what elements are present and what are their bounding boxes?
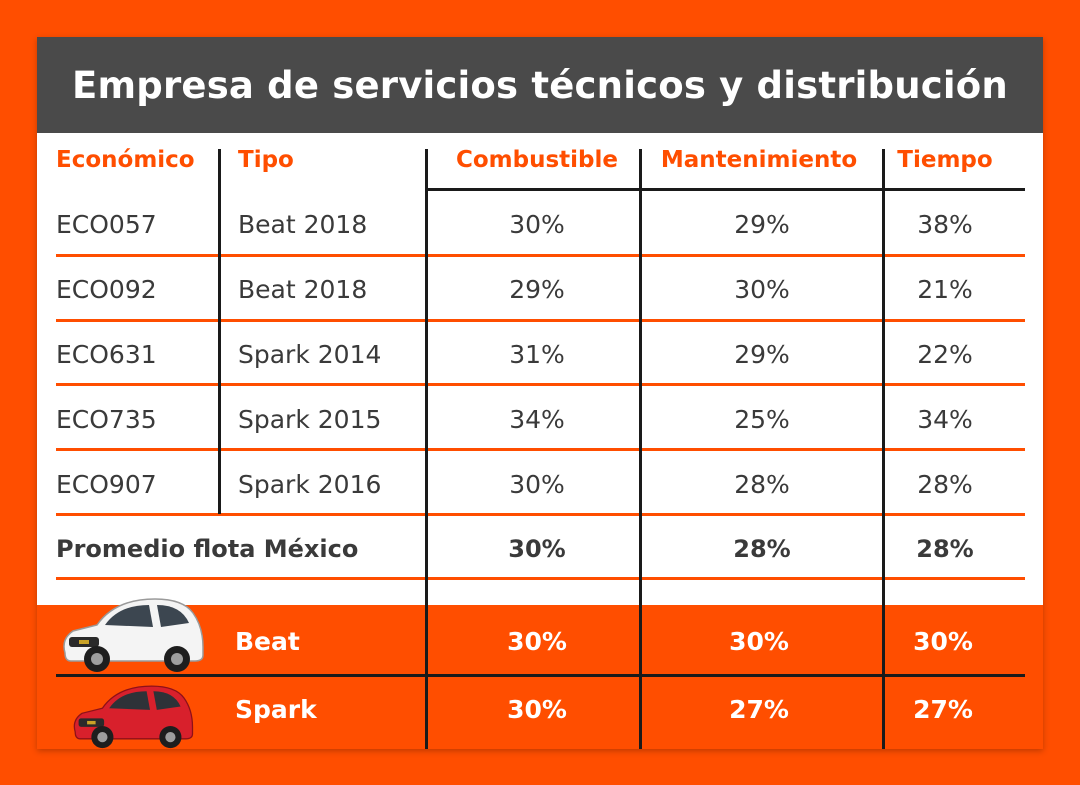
average-mantenimiento: 28% (733, 535, 791, 563)
cell-mantenimiento: 30% (734, 275, 790, 304)
cell-tiempo: 21% (917, 275, 973, 304)
title-bar: Empresa de servicios técnicos y distribu… (37, 37, 1043, 133)
column-divider (639, 149, 642, 749)
average-combustible: 30% (508, 535, 566, 563)
spark-tiempo: 27% (913, 695, 973, 724)
row-divider (56, 448, 1025, 451)
cell-mantenimiento: 29% (734, 210, 790, 239)
cell-combustible: 34% (509, 405, 565, 434)
beat-mantenimiento: 30% (729, 627, 789, 656)
cell-combustible: 29% (509, 275, 565, 304)
model-name-beat: Beat (235, 627, 300, 656)
header-economico: Económico (56, 147, 195, 173)
cell-economico: ECO907 (56, 470, 157, 499)
average-tiempo: 28% (916, 535, 974, 563)
cell-mantenimiento: 29% (734, 340, 790, 369)
header-combustible: Combustible (456, 147, 618, 173)
band-divider (56, 674, 1025, 677)
header-underline (425, 188, 1025, 191)
cell-combustible: 30% (509, 470, 565, 499)
model-band-spark (37, 675, 1043, 749)
column-divider (425, 149, 428, 749)
white-car-icon (63, 598, 204, 672)
cell-tiempo: 28% (917, 470, 973, 499)
cell-tiempo: 22% (917, 340, 973, 369)
cell-economico: ECO631 (56, 340, 157, 369)
cell-economico: ECO735 (56, 405, 157, 434)
beat-combustible: 30% (507, 627, 567, 656)
header-tiempo: Tiempo (897, 147, 993, 173)
row-divider (56, 513, 1025, 516)
cell-tiempo: 34% (917, 405, 973, 434)
model-name-spark: Spark (235, 695, 317, 724)
column-divider (882, 149, 885, 749)
beat-tiempo: 30% (913, 627, 973, 656)
cell-tipo: Spark 2016 (238, 470, 382, 499)
table-card: Empresa de servicios técnicos y distribu… (37, 37, 1043, 749)
header-mantenimiento: Mantenimiento (660, 147, 858, 173)
average-label: Promedio flota México (56, 535, 359, 563)
cell-tipo: Beat 2018 (238, 210, 368, 239)
spark-combustible: 30% (507, 695, 567, 724)
cell-economico: ECO057 (56, 210, 157, 239)
header-tipo: Tipo (238, 147, 294, 173)
page-title: Empresa de servicios técnicos y distribu… (72, 63, 1008, 107)
column-divider (218, 149, 221, 514)
cell-tipo: Beat 2018 (238, 275, 368, 304)
red-car-icon (73, 685, 194, 749)
cell-mantenimiento: 25% (734, 405, 790, 434)
cell-combustible: 31% (509, 340, 565, 369)
row-divider (56, 383, 1025, 386)
model-band-beat (37, 605, 1043, 675)
row-divider (56, 254, 1025, 257)
spark-mantenimiento: 27% (729, 695, 789, 724)
cell-economico: ECO092 (56, 275, 157, 304)
cell-tipo: Spark 2015 (238, 405, 382, 434)
cell-mantenimiento: 28% (734, 470, 790, 499)
row-divider (56, 577, 1025, 580)
cell-tipo: Spark 2014 (238, 340, 382, 369)
row-divider (56, 319, 1025, 322)
cell-tiempo: 38% (917, 210, 973, 239)
cell-combustible: 30% (509, 210, 565, 239)
